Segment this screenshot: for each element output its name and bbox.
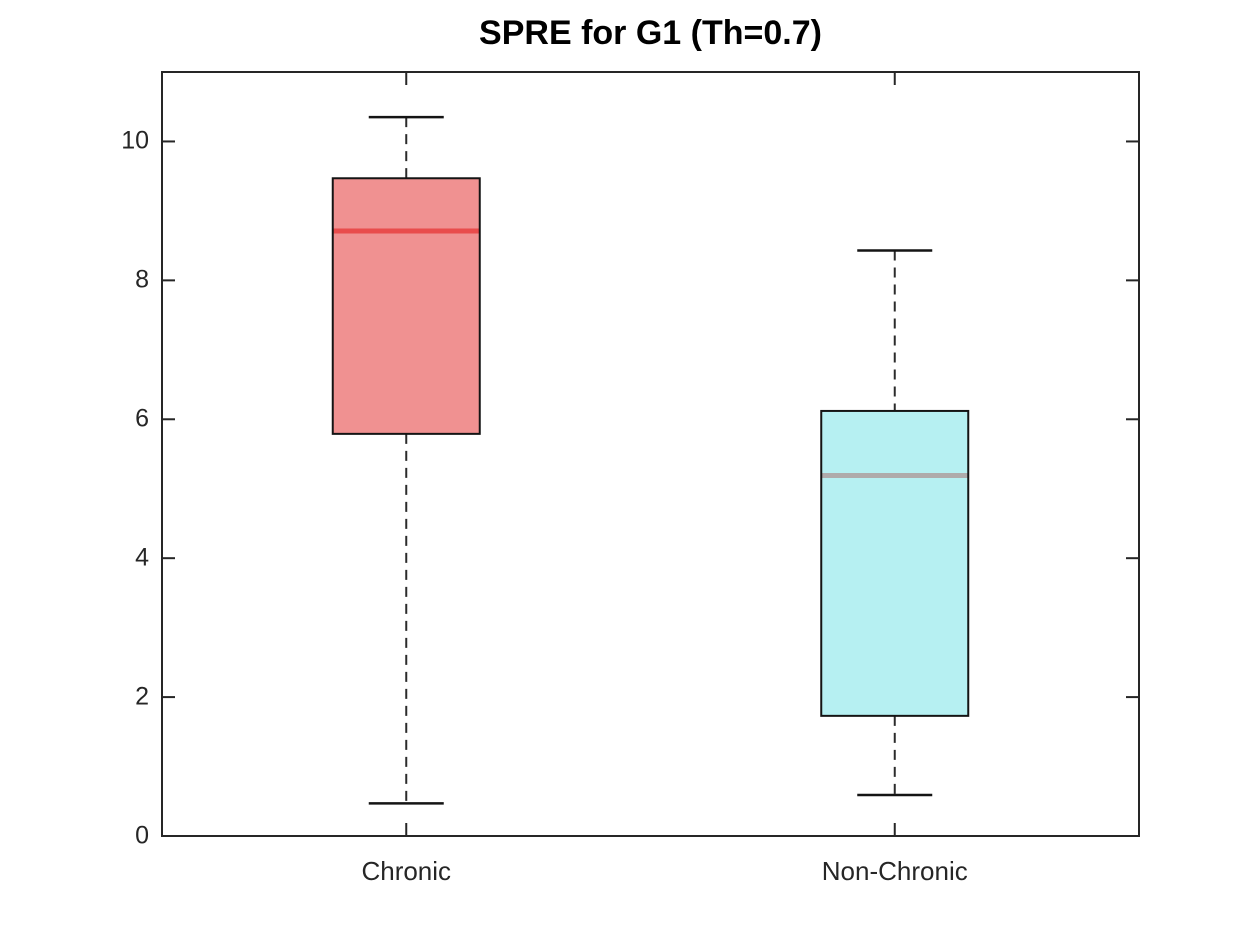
- chart-title: SPRE for G1 (Th=0.7): [479, 14, 822, 52]
- y-tick-label: 0: [135, 821, 149, 850]
- y-tick-label: 4: [135, 543, 149, 572]
- y-tick-label: 8: [135, 265, 149, 294]
- x-category-label-chronic: Chronic: [361, 856, 452, 886]
- box-outline-chronic: [331, 177, 481, 435]
- box-fill-non-chronic: [821, 410, 969, 716]
- box-fill-chronic: [332, 178, 480, 434]
- plot-frame: [161, 71, 1140, 837]
- y-tick-label: 6: [135, 404, 149, 433]
- x-category-label-non-chronic: Non-Chronic: [821, 856, 968, 886]
- y-tick-label: 10: [121, 126, 149, 155]
- y-tick-label: 2: [135, 682, 149, 711]
- box-outline-non-chronic: [820, 409, 970, 717]
